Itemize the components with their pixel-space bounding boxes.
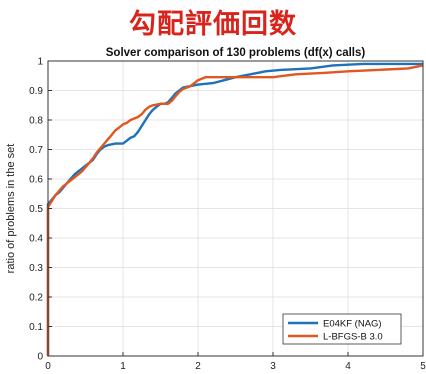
legend-box — [282, 313, 402, 345]
x-tick-label: 4 — [345, 361, 351, 372]
legend-label-1: L-BFGS-B 3.0 — [323, 332, 383, 343]
y-axis-label: ratio of problems in the set — [5, 144, 17, 274]
y-tick-label: 1 — [37, 57, 43, 68]
x-tick-label: 2 — [195, 361, 201, 372]
y-tick-label: 0.9 — [29, 86, 43, 97]
y-tick-label: 0.2 — [29, 293, 43, 304]
series-line-0 — [46, 62, 423, 356]
x-tick-label: 5 — [420, 361, 426, 372]
series-line-1 — [46, 64, 424, 356]
y-tick-label: 0.7 — [29, 145, 43, 156]
y-tick-label: 0.3 — [29, 263, 43, 274]
y-tick-label: 0.5 — [29, 204, 43, 215]
y-tick-label: 0.6 — [29, 175, 43, 186]
y-tick-label: 0.4 — [29, 234, 43, 245]
y-tick-label: 0.8 — [29, 116, 43, 127]
chart-title: Solver comparison of 130 problems (df(x)… — [106, 47, 366, 59]
y-tick-label: 0 — [37, 352, 43, 363]
y-tick-label: 0.1 — [29, 322, 43, 333]
x-tick-label: 1 — [120, 361, 126, 372]
x-tick-label: 0 — [45, 361, 51, 372]
chart-banner-title: 勾配評価回数 — [129, 9, 297, 40]
legend-label-0: E04KF (NAG) — [323, 319, 382, 330]
x-tick-label: 3 — [270, 361, 276, 372]
